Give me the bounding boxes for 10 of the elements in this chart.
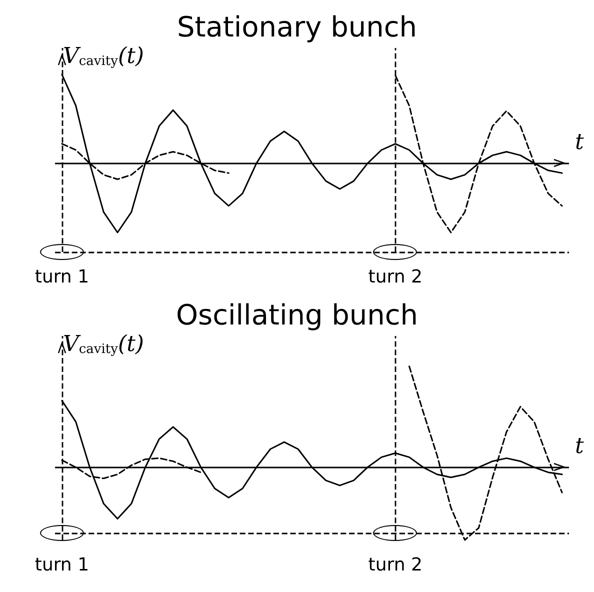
ref-line-label: t — [575, 434, 584, 459]
chart-title: Oscillating bunch — [176, 298, 418, 332]
x-tick-label: turn 1 — [34, 266, 90, 288]
y-axis-title: Vcavity(t) — [63, 332, 144, 357]
ref-line-label: t — [575, 130, 584, 155]
y-axis-title: Vcavity(t) — [63, 44, 144, 69]
chart-title: Stationary bunch — [176, 10, 418, 44]
x-tick-label: turn 1 — [34, 554, 90, 576]
x-tick-label: turn 2 — [368, 266, 422, 288]
x-tick-label: turn 2 — [368, 554, 422, 576]
